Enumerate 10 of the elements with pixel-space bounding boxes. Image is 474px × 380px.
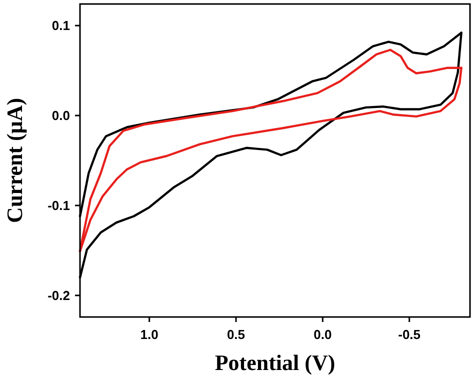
x-tick-label: 0.5 xyxy=(226,327,246,342)
y-tick-label: 0.0 xyxy=(52,108,70,124)
x-tick-label: -0.5 xyxy=(398,327,421,342)
x-tick-label: 1.0 xyxy=(140,327,158,342)
y-tick-label: -0.2 xyxy=(48,288,70,303)
y-tick-label: -0.1 xyxy=(48,198,70,213)
y-tick-label: 0.1 xyxy=(52,18,70,34)
x-tick-label: 0.0 xyxy=(314,327,332,342)
y-axis-title: Current (μA) xyxy=(2,98,27,224)
x-axis-title: Potential (V) xyxy=(214,350,336,375)
